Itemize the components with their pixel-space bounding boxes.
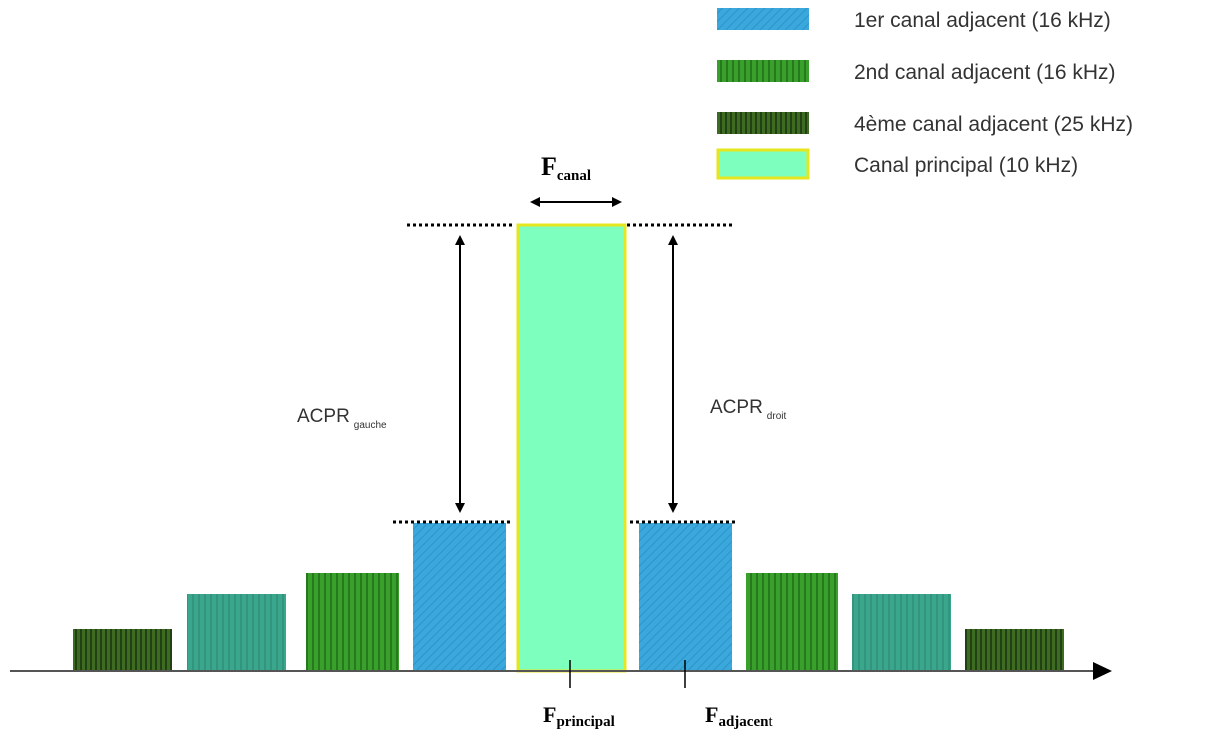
f-canal-sub: canal bbox=[557, 168, 591, 184]
measurement-arrows bbox=[455, 197, 678, 513]
frequency-axis bbox=[10, 660, 1112, 688]
legend-swatch-1er-canal bbox=[717, 8, 809, 30]
acpr-right-main: ACPR bbox=[710, 397, 763, 418]
legend-swatch-4eme-canal bbox=[717, 112, 809, 134]
acpr-left-main: ACPR bbox=[297, 406, 350, 427]
legend-label-4eme-canal: 4ème canal adjacent (25 kHz) bbox=[854, 113, 1133, 136]
legend-swatch-canal-principal bbox=[716, 148, 810, 180]
bar-1er-canal-left bbox=[413, 523, 506, 671]
channel-bars bbox=[73, 223, 1064, 673]
f-principal-label: Fprincipal bbox=[543, 702, 615, 730]
bar-2nd-canal-left bbox=[306, 573, 399, 671]
acpr-left-sub: gauche bbox=[354, 420, 387, 431]
bar-canal-principal bbox=[516, 223, 627, 673]
bar-4eme-canal-right bbox=[965, 629, 1064, 671]
bar-2nd-canal-right bbox=[746, 573, 838, 671]
bar-1er-canal-right bbox=[639, 523, 732, 671]
legend-label-2nd-canal: 2nd canal adjacent (16 kHz) bbox=[854, 61, 1116, 84]
f-principal-main: F bbox=[543, 702, 556, 727]
f-principal-sub: principal bbox=[556, 714, 614, 730]
acpr-right-sub: droit bbox=[767, 411, 787, 422]
svg-text:Fprincipal: Fprincipal bbox=[543, 702, 615, 730]
bar-3eme-canal-right bbox=[852, 594, 951, 671]
bar-3eme-canal-left bbox=[187, 594, 286, 671]
f-adjacent-tail: t bbox=[768, 714, 773, 730]
legend: 1er canal adjacent (16 kHz) 2nd canal ad… bbox=[716, 8, 1133, 180]
acpr-left-label: ACPR gauche bbox=[297, 406, 387, 431]
svg-text:Fcanal: Fcanal bbox=[541, 152, 591, 184]
svg-text:Fadjacent: Fadjacent bbox=[705, 702, 773, 730]
reference-lines bbox=[393, 223, 738, 524]
f-canal-main: F bbox=[541, 152, 557, 181]
f-adjacent-main: F bbox=[705, 702, 718, 727]
legend-swatch-2nd-canal bbox=[717, 60, 809, 82]
f-adjacent-sub: adjacen bbox=[718, 714, 769, 730]
legend-label-canal-principal: Canal principal (10 kHz) bbox=[854, 154, 1078, 177]
f-canal-label: Fcanal bbox=[541, 152, 591, 184]
legend-label-1er-canal: 1er canal adjacent (16 kHz) bbox=[854, 9, 1111, 32]
acpr-right-label: ACPR droit bbox=[710, 397, 786, 422]
f-adjacent-label: Fadjacent bbox=[705, 702, 773, 730]
bar-4eme-canal-left bbox=[73, 629, 172, 671]
axis-arrow-icon bbox=[1093, 662, 1112, 680]
